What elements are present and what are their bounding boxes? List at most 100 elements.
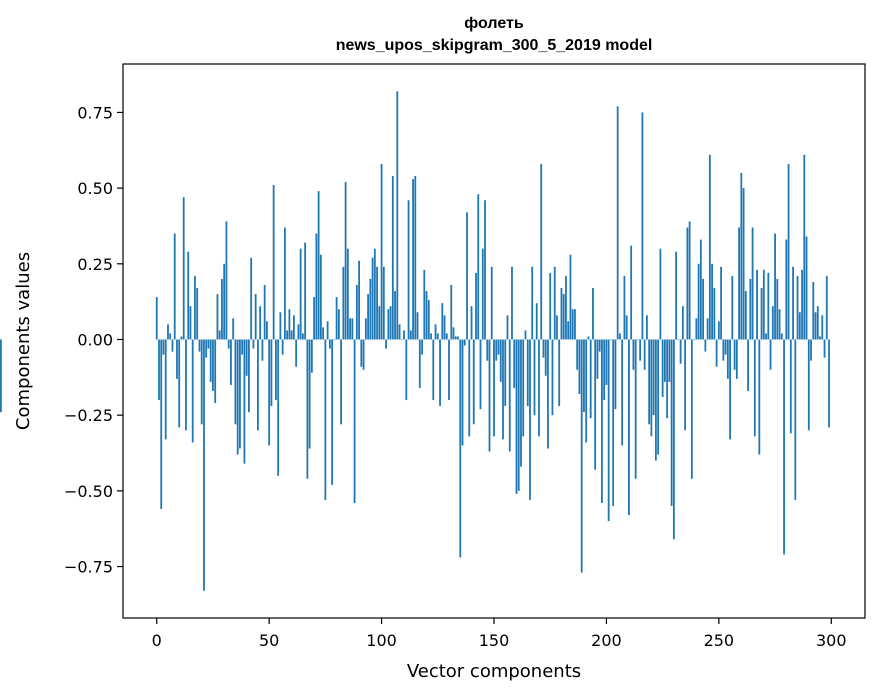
bar-component-198 [601, 339, 603, 503]
x-tick-label: 200 [591, 631, 622, 650]
bar-component-186 [574, 309, 576, 340]
bar-component-24 [209, 339, 212, 382]
bar-component-134 [457, 336, 459, 340]
bar-component-105 [391, 176, 394, 340]
bar-component-116 [416, 312, 419, 340]
bar-component-182 [565, 275, 567, 340]
bar-component-101 [382, 266, 385, 340]
bar-component-190 [583, 339, 585, 413]
bar-component-242 [699, 239, 702, 340]
bar-component-91 [360, 339, 363, 367]
bar-component-16 [191, 339, 194, 443]
bar-component-148 [488, 339, 491, 452]
bar-component-288 [803, 154, 806, 340]
bar-component-118 [421, 339, 423, 355]
bar-component-278 [780, 333, 783, 340]
bar-component-265 [751, 227, 754, 340]
bar-component-94 [367, 294, 369, 340]
bar-component-251 [720, 266, 722, 340]
bar-component-167 [531, 266, 534, 340]
bar-component-194 [592, 288, 594, 340]
bar-component-18 [196, 288, 199, 340]
bar-component-70 [313, 297, 316, 340]
bar-component-102 [385, 339, 387, 349]
y-tick-label: 0.50 [77, 179, 113, 198]
bar-component-133 [454, 336, 457, 340]
bar-component-211 [630, 245, 633, 340]
bar-component-95 [369, 278, 372, 340]
bar-component-165 [526, 339, 529, 407]
bar-component-51 [270, 339, 273, 407]
bar-component-108 [398, 324, 401, 340]
bar-component-127 [441, 303, 444, 340]
bar-component-15 [189, 306, 192, 340]
bar-component-20 [200, 339, 203, 425]
bar-component-279 [783, 339, 785, 555]
bar-component-52 [272, 185, 275, 340]
bar-component-293 [814, 312, 817, 340]
bar-component-131 [450, 284, 453, 340]
bar-component-93 [364, 318, 367, 340]
bar-component-113 [409, 330, 412, 340]
bar-component-58 [286, 330, 289, 340]
y-axis-label: Components values [13, 252, 34, 430]
bar-component-231 [675, 251, 678, 340]
bar-component-263 [747, 339, 749, 391]
bar-component-299 [828, 339, 830, 428]
bar-component-0 [155, 297, 158, 340]
bar-component-202 [610, 339, 612, 341]
bar-component-209 [625, 315, 628, 340]
bar-component-141 [472, 339, 475, 425]
bar-component-214 [637, 339, 639, 341]
bar-component-171 [540, 163, 543, 340]
bar-component-241 [697, 263, 700, 340]
bar-component-270 [762, 269, 765, 340]
x-tick-label: 0 [152, 631, 162, 650]
bar-component-66 [304, 242, 307, 340]
bar-component-243 [702, 278, 705, 340]
bar-component-207 [621, 339, 624, 446]
bar-component-82 [340, 339, 342, 425]
bar-component-244 [704, 339, 707, 352]
bar-component-178 [556, 315, 558, 340]
bar-component-9 [176, 339, 178, 379]
bar-component-229 [670, 339, 673, 506]
bar-component-138 [466, 212, 468, 340]
bar-component-230 [672, 339, 675, 540]
bar-component-197 [598, 339, 601, 352]
bar-component-200 [605, 339, 608, 385]
bar-component-110 [403, 330, 405, 340]
bar-component-111 [405, 339, 408, 401]
bar-component-109 [400, 339, 403, 341]
bar-component-274 [771, 306, 774, 340]
bar-component-184 [569, 254, 572, 340]
bar-component-14 [187, 251, 190, 340]
x-tick-label: 100 [366, 631, 397, 650]
bar-component-179 [558, 339, 561, 407]
y-tick-label: −0.25 [64, 406, 113, 425]
bar-component-284 [794, 339, 797, 500]
bar-component-80 [335, 297, 338, 340]
y-tick-label: −0.75 [64, 558, 113, 577]
bar-component-162 [520, 339, 522, 467]
bar-component-23 [207, 339, 210, 349]
bar-component-218 [646, 315, 648, 340]
bar-component-63 [297, 324, 300, 340]
bar-component-294 [816, 306, 819, 340]
bar-component-143 [477, 194, 480, 340]
x-axis-label: Vector components [407, 661, 581, 682]
bar-component-170 [538, 339, 540, 437]
bar-component-236 [686, 227, 689, 340]
y-tick-label: 0.00 [77, 330, 113, 349]
x-tick-label: 250 [704, 631, 735, 650]
bar-component-57 [283, 227, 286, 340]
bar-component-157 [508, 339, 511, 452]
bar-component-122 [430, 333, 432, 340]
bar-component-158 [511, 266, 513, 340]
bar-component-286 [798, 312, 801, 340]
bar-component-104 [389, 306, 392, 340]
bar-component-217 [643, 339, 646, 370]
bar-component-233 [679, 339, 682, 364]
